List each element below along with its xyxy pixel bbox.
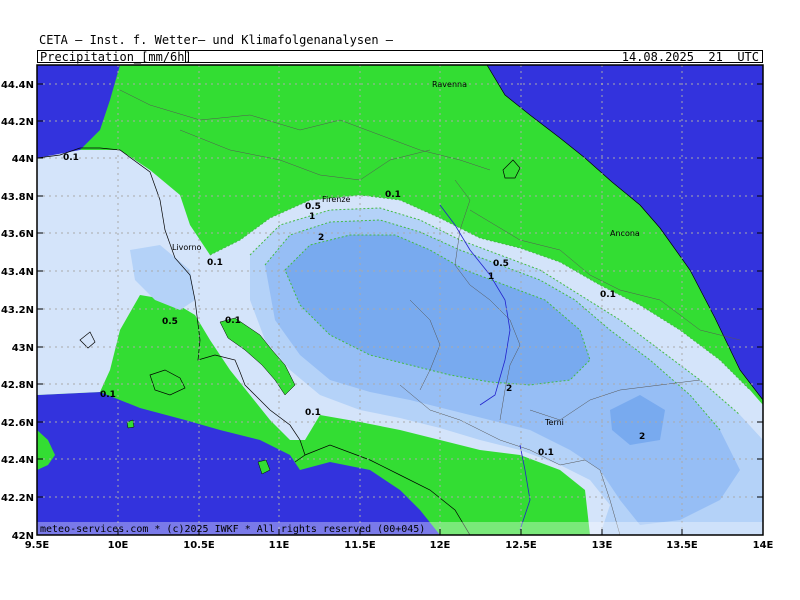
lon-label: 13.5E — [666, 540, 698, 551]
lat-label: 42.4N — [1, 455, 34, 466]
lat-label: 42N — [12, 531, 34, 542]
city-ravenna: Ravenna — [432, 80, 467, 89]
contour-label: 0.1 — [63, 153, 79, 163]
city-firenze: Firenze — [322, 195, 351, 204]
contour-label: 0.5 — [493, 259, 509, 269]
lon-label: 11E — [269, 540, 290, 551]
map-header-bar: Precipitation_[mm/6h] 14.08.2025 21 UTC — [37, 50, 763, 64]
lat-label: 44N — [12, 154, 34, 165]
lat-label: 42.2N — [1, 493, 34, 504]
rivers — [439, 204, 531, 531]
ligurian-sea — [37, 65, 120, 160]
contour-label: 0.1 — [305, 408, 321, 418]
lon-label: 14E — [753, 540, 774, 551]
corsica-cape — [37, 430, 55, 470]
variable-label-box — [38, 51, 186, 62]
lon-label: 12E — [430, 540, 451, 551]
contour-label: 0.5 — [162, 317, 178, 327]
lat-label: 43.4N — [1, 267, 34, 278]
grid-lines — [37, 65, 763, 535]
contour-label: 2 — [506, 384, 512, 394]
contour-label: 0.1 — [538, 448, 554, 458]
contour-label: 0.1 — [207, 258, 223, 268]
contour-value-labels: 0.1 0.5 1 2 0.1 0.1 0.5 0.1 1 0.5 0.1 0.… — [63, 153, 645, 458]
city-ancona: Ancona — [610, 229, 640, 238]
lon-label: 12.5E — [505, 540, 537, 551]
elba-island — [219, 317, 296, 396]
giglio-island — [257, 459, 271, 475]
variable-label: Precipitation_[mm/6h] — [40, 50, 192, 64]
lat-label: 44.2N — [1, 117, 34, 128]
precip-area-1-sw — [130, 245, 195, 310]
lon-label: 10E — [108, 540, 129, 551]
map-frame — [36, 64, 764, 536]
lon-label: 13E — [592, 540, 613, 551]
contour-label: 0.5 — [305, 202, 321, 212]
lon-label: 9.5E — [25, 540, 50, 551]
lat-label: 43.8N — [1, 192, 34, 203]
datetime-label: 14.08.2025 21 UTC — [621, 50, 759, 64]
latitude-labels: 44.4N 44.2N 44N 43.8N 43.6N 43.4N 43.2N … — [1, 80, 34, 542]
copyright-strip — [37, 522, 763, 535]
city-livorno: Livorno — [172, 243, 202, 252]
lat-label: 44.4N — [1, 80, 34, 91]
precip-area-2-east — [610, 395, 665, 445]
city-terni: Terni — [544, 418, 564, 427]
contour-label: 0.1 — [225, 316, 241, 326]
lon-label: 11.5E — [344, 540, 376, 551]
longitude-labels: 9.5E 10E 10.5E 11E 11.5E 12E 12.5E 13E 1… — [25, 540, 774, 551]
contour-label: 2 — [639, 432, 645, 442]
copyright-text: meteo-services.com * (c)2025 IWKF * All … — [40, 524, 425, 535]
adriatic-sea — [487, 65, 763, 400]
contour-label: 2 — [318, 233, 324, 243]
lat-label: 43.6N — [1, 229, 34, 240]
tyrrhenian-sea — [37, 392, 440, 535]
coastlines — [37, 65, 763, 535]
contour-label: 1 — [309, 212, 315, 222]
map-layers — [37, 65, 763, 535]
lat-label: 43.2N — [1, 305, 34, 316]
axis-ticks — [37, 83, 763, 535]
contour-label: 1 — [488, 272, 494, 282]
contour-label: 0.1 — [600, 290, 616, 300]
map-title: CETA — Inst. f. Wetter— und Klimafolgena… — [39, 33, 394, 47]
contour-label: 0.1 — [100, 390, 116, 400]
contour-label: 0.1 — [385, 190, 401, 200]
lat-label: 42.8N — [1, 380, 34, 391]
lat-label: 43N — [12, 343, 34, 354]
lon-label: 10.5E — [183, 540, 215, 551]
contour-lines — [209, 194, 751, 431]
lat-label: 42.6N — [1, 418, 34, 429]
city-labels: Ravenna Firenze Livorno Ancona Terni — [172, 80, 640, 427]
